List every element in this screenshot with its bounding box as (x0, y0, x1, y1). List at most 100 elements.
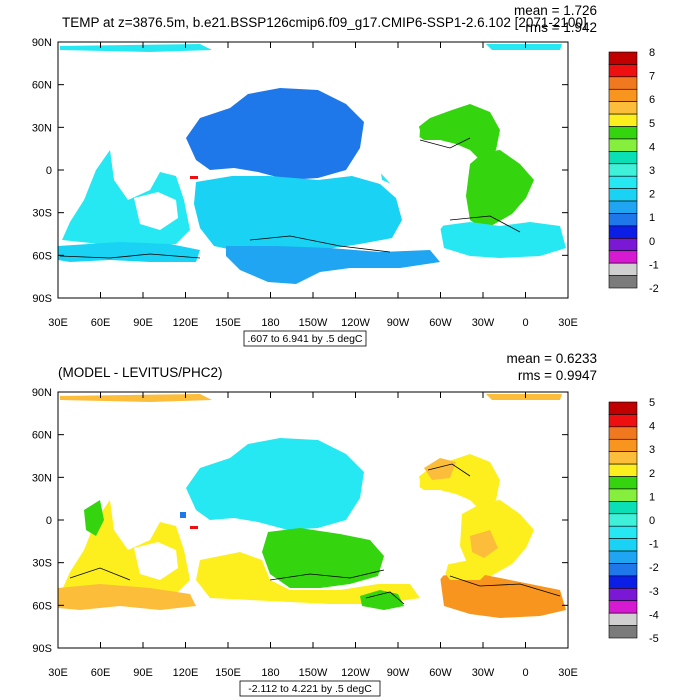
colorbar-label: 2 (649, 189, 655, 201)
colorbar-swatch (608, 138, 638, 152)
region-arctic (60, 44, 212, 52)
colorbar-swatch (608, 51, 638, 65)
landmass-australia (134, 542, 178, 580)
lat-tick-label: 90S (32, 643, 52, 655)
lon-tick-label: 30E (558, 317, 578, 329)
region-north-pacific (186, 88, 364, 180)
region-indian-green (84, 500, 104, 536)
region-north-atlantic (412, 104, 500, 160)
colorbar-swatch (608, 188, 638, 202)
colorbar-label: -4 (649, 609, 659, 621)
colorbar-label: -3 (649, 586, 659, 598)
colorbar-label: 7 (649, 71, 655, 83)
colorbar-label: -1 (649, 539, 659, 551)
lon-tick-label: 150E (215, 667, 241, 679)
range-label-box (243, 330, 367, 347)
lat-tick-label: 60S (32, 600, 52, 612)
colorbar-swatch (608, 101, 638, 115)
colorbar-swatch (608, 250, 638, 264)
lon-tick-label: 60E (91, 317, 111, 329)
colorbar-swatch (608, 501, 638, 515)
region-south-atlantic (440, 222, 566, 258)
range-label: -2.112 to 4.221 by .5 degC (248, 683, 372, 695)
colorbar-swatch (608, 476, 638, 490)
contour-line (449, 215, 521, 233)
colorbar-label: -1 (649, 259, 659, 271)
colorbar-swatch (608, 426, 638, 440)
colorbar-swatch (608, 463, 638, 477)
colorbar-swatch (608, 76, 638, 90)
region-north-pacific (186, 438, 364, 530)
colorbar-label: 0 (649, 515, 655, 527)
colorbar-swatch (608, 538, 638, 552)
range-label: .607 to 6.941 by .5 degC (247, 333, 362, 345)
colorbar-label: 1 (649, 212, 655, 224)
colorbar-swatch (608, 200, 638, 214)
lon-tick-label: 30E (558, 667, 578, 679)
panel-difference: (MODEL - LEVITUS/PHC2) mean = 0.6233 rms… (32, 351, 659, 697)
region-arctic-east (486, 394, 562, 400)
lon-tick-label: 150W (299, 317, 328, 329)
colorbar-swatch (608, 262, 638, 276)
colorbar-swatch (608, 275, 638, 289)
contour-line (449, 575, 561, 597)
lat-tick-label: 90N (32, 37, 52, 49)
colorbar-label: 5 (649, 397, 655, 409)
colorbar-swatch (608, 175, 638, 189)
colorbar-swatch (608, 625, 638, 639)
colorbar-label: 3 (649, 165, 655, 177)
lon-tick-label: 90W (387, 317, 410, 329)
colorbar-swatch (608, 550, 638, 564)
colorbar-swatch (608, 151, 638, 165)
lon-tick-label: 120E (173, 667, 199, 679)
region-southern-ocean (58, 584, 196, 610)
lat-tick-label: 30N (32, 472, 52, 484)
colorbar-swatch (608, 64, 638, 78)
region-central-pacific (262, 528, 384, 588)
colorbar-label: 8 (649, 47, 655, 59)
colorbar-label: -2 (649, 283, 659, 295)
colorbar-swatch (608, 213, 638, 227)
lat-tick-label: 60N (32, 430, 52, 442)
lon-tick-label: 30W (472, 667, 495, 679)
map-axes: 90N 60N 30N 0 30S 60S 90S 30E 60E 90E 120E 150E 180 1… (32, 37, 578, 329)
contour-line (59, 253, 201, 259)
lat-tick-label: 60S (32, 250, 52, 262)
map-plot (58, 392, 568, 648)
landmass-americas (370, 450, 452, 590)
colorbar-swatch (608, 414, 638, 428)
region-marker-blue (180, 512, 186, 518)
colorbar-swatch (608, 438, 638, 452)
lon-tick-label: 180 (261, 317, 279, 329)
colorbar-label: 4 (649, 421, 655, 433)
colorbar-swatch (608, 563, 638, 577)
map-axes: 90N 60N 30N 0 30S 60S 90S 30E 60E 90E 120E 150E 180 1… (32, 387, 578, 679)
colorbar-swatch (608, 451, 638, 465)
lon-tick-label: 60W (429, 317, 452, 329)
region-tropical-atlantic (460, 500, 534, 580)
lat-tick-label: 30S (32, 558, 52, 570)
lat-tick-label: 90S (32, 293, 52, 305)
region-south-atlantic-yellow (440, 560, 492, 580)
colorbar-swatch (608, 126, 638, 140)
colorbar-label: 0 (649, 236, 655, 248)
landmass-australia (134, 192, 178, 230)
lat-tick-label: 60N (32, 80, 52, 92)
colorbar-swatch (608, 113, 638, 127)
colorbar-label: 6 (649, 94, 655, 106)
colorbar-swatch (608, 612, 638, 626)
colorbar-swatch (608, 525, 638, 539)
contour-line (249, 235, 391, 253)
contour-line (69, 567, 131, 581)
colorbar-swatch (608, 163, 638, 177)
lon-tick-label: 0 (522, 667, 528, 679)
colorbar-swatch (608, 488, 638, 502)
lat-tick-label: 30N (32, 122, 52, 134)
contour-line (419, 137, 471, 149)
lon-tick-label: 120W (341, 667, 370, 679)
panel-title: TEMP at z=3876.5m, b.e21.BSSP126cmip6.f0… (62, 15, 587, 30)
colorbar-label: -2 (649, 562, 659, 574)
colorbar-swatch (608, 238, 638, 252)
region-tropical-atlantic-orange (470, 530, 498, 558)
lon-tick-label: 60W (429, 667, 452, 679)
